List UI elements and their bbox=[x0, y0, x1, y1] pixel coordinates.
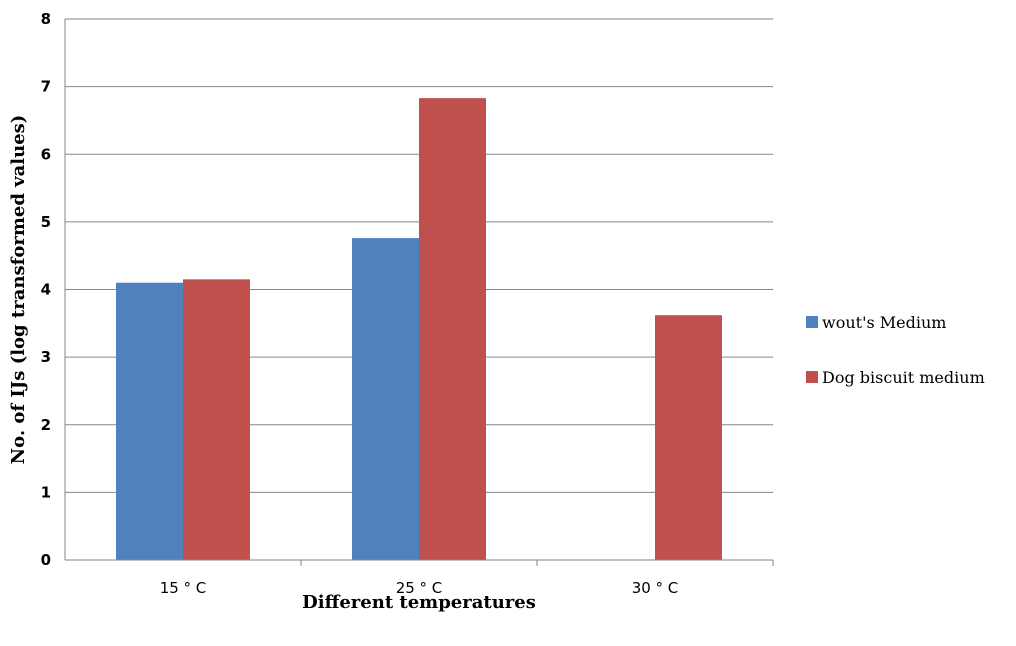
bars bbox=[116, 98, 722, 561]
legend-swatch-wouts-medium bbox=[806, 316, 818, 328]
y-tick-label: 3 bbox=[41, 348, 51, 366]
legend-label-wouts-medium: wout's Medium bbox=[822, 313, 946, 332]
bar-wouts-medium bbox=[352, 238, 419, 561]
legend-swatch-dog-biscuit-medium bbox=[806, 371, 818, 383]
legend: wout's Medium Dog biscuit medium bbox=[806, 313, 985, 387]
bar-dog-biscuit-medium bbox=[655, 315, 722, 560]
y-tick-label: 1 bbox=[41, 483, 51, 501]
y-tick-label: 8 bbox=[41, 10, 51, 28]
legend-label-dog-biscuit-medium: Dog biscuit medium bbox=[822, 368, 985, 387]
y-tick-label: 4 bbox=[41, 281, 51, 299]
bar-dog-biscuit-medium bbox=[183, 279, 250, 560]
y-tick-label: 6 bbox=[41, 145, 51, 163]
x-axis-title: Different temperatures bbox=[302, 592, 536, 613]
bar-dog-biscuit-medium bbox=[419, 98, 486, 560]
y-axis-title: No. of IJs (log transformed values) bbox=[8, 115, 29, 465]
x-tick-label: 30 ° C bbox=[632, 579, 679, 597]
y-tick-label: 2 bbox=[41, 416, 51, 434]
y-tick-label: 7 bbox=[41, 78, 51, 96]
x-tick-label: 25 ° C bbox=[396, 579, 443, 597]
y-tick-label: 5 bbox=[41, 213, 51, 231]
y-tick-label: 0 bbox=[41, 551, 51, 569]
x-tick-label: 15 ° C bbox=[160, 579, 207, 597]
tick-labels: 0 1 2 3 4 5 6 7 8 15 ° C 25 ° C 30 ° C bbox=[41, 10, 679, 597]
axes bbox=[64, 19, 774, 566]
bar-wouts-medium bbox=[116, 282, 183, 560]
